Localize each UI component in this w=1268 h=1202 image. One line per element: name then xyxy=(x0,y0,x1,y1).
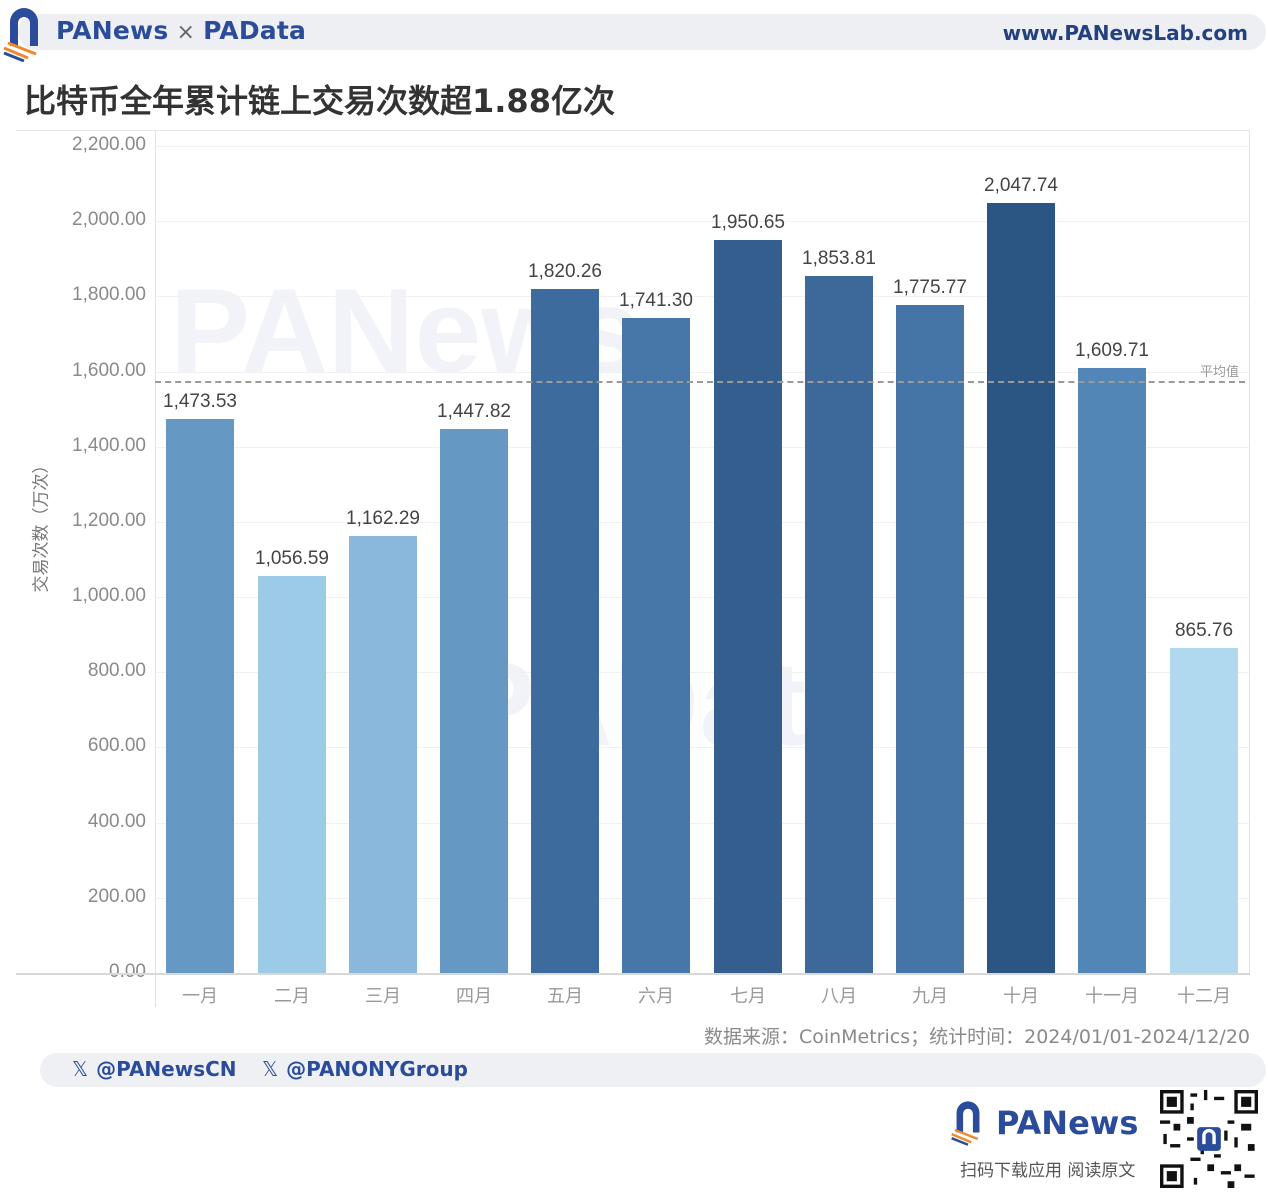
gridline xyxy=(156,597,1249,599)
bar-value-label: 1,950.65 xyxy=(711,211,785,233)
x-tick-label: 五月 xyxy=(547,986,583,1007)
y-tick-label: 2,000.00 xyxy=(72,209,146,231)
bar-value-label: 865.76 xyxy=(1174,619,1234,641)
data-source-note: 数据来源：CoinMetrics；统计时间：2024/01/01-2024/12… xyxy=(703,1026,1250,1048)
site-url[interactable]: www.PANewsLab.com xyxy=(1002,21,1248,45)
chart-title: 比特币全年累计链上交易次数超1.88亿次 xyxy=(24,82,615,120)
brand-panews: PANews xyxy=(56,16,169,45)
brand-title: PANews × PAData xyxy=(56,16,306,45)
bar-8[interactable] xyxy=(805,276,873,973)
y-tick-label: 0.00 xyxy=(109,961,146,982)
x-axis-origin-tick xyxy=(155,975,156,1007)
panews-logo-icon xyxy=(3,8,38,62)
brand-padata: PAData xyxy=(203,16,307,45)
gridline xyxy=(156,822,1249,824)
bar-5[interactable] xyxy=(531,288,599,973)
x-tick-label: 四月 xyxy=(456,986,492,1007)
y-tick-label: 1,000.00 xyxy=(72,585,146,607)
gridline xyxy=(156,146,1249,147)
bar-value-label: 1,056.59 xyxy=(255,547,329,569)
footer-tagline: 扫码下载应用 阅读原文 xyxy=(960,1161,1136,1181)
bar-7[interactable] xyxy=(714,239,782,973)
bar-11[interactable] xyxy=(1078,367,1146,973)
bar-value-label: 2,047.74 xyxy=(984,175,1058,197)
gridline xyxy=(156,446,1249,448)
x-tick-label: 十一月 xyxy=(1085,986,1139,1007)
x-tick-label: 九月 xyxy=(912,986,948,1007)
bar-value-label: 1,162.29 xyxy=(346,508,420,530)
y-tick-label: 2,200.00 xyxy=(72,134,146,155)
y-tick-label: 800.00 xyxy=(87,660,146,682)
header-bar xyxy=(18,14,1266,50)
x-tick-label: 六月 xyxy=(638,986,674,1007)
x-tick-label: 十二月 xyxy=(1177,986,1231,1007)
x-icon: 𝕏 xyxy=(262,1057,279,1081)
x-icon: 𝕏 xyxy=(72,1057,89,1081)
x-tick-label: 三月 xyxy=(365,986,401,1007)
bar-9[interactable] xyxy=(896,305,964,973)
gridline xyxy=(156,296,1249,298)
social-link-panewscn[interactable]: 𝕏 @PANewsCN xyxy=(72,1057,237,1081)
bar-value-label: 1,853.81 xyxy=(802,248,876,270)
gridline xyxy=(156,371,1249,373)
x-tick-label: 八月 xyxy=(821,986,857,1007)
y-tick-label: 1,800.00 xyxy=(72,284,146,306)
footer-brand: PANews xyxy=(996,1104,1139,1142)
gridline xyxy=(156,747,1249,749)
chart-top-border xyxy=(16,130,1250,131)
brand-separator: × xyxy=(176,20,196,45)
qr-code-icon[interactable] xyxy=(1160,1090,1258,1188)
bar-3[interactable] xyxy=(349,536,417,973)
bar-2[interactable] xyxy=(258,575,326,973)
y-tick-label: 200.00 xyxy=(87,885,146,907)
x-tick-label: 七月 xyxy=(730,986,766,1007)
y-tick-label: 1,400.00 xyxy=(72,434,146,456)
gridline xyxy=(156,672,1249,674)
bar-10[interactable] xyxy=(987,203,1055,973)
y-tick-label: 400.00 xyxy=(87,810,146,832)
panews-logo-icon xyxy=(951,1101,980,1146)
y-axis-label: 交易次数（万次） xyxy=(31,456,52,593)
bar-value-label: 1,741.30 xyxy=(619,290,693,312)
gridline xyxy=(156,221,1249,223)
y-tick-label: 600.00 xyxy=(87,735,146,757)
x-tick-label: 一月 xyxy=(182,986,218,1007)
social-bar xyxy=(40,1053,1266,1087)
bar-12[interactable] xyxy=(1170,647,1238,973)
average-reference-line xyxy=(155,381,1245,383)
x-tick-label: 十月 xyxy=(1003,986,1039,1007)
gridline xyxy=(156,897,1249,899)
social-handle: @PANewsCN xyxy=(96,1057,237,1081)
bar-value-label: 1,473.53 xyxy=(163,391,237,413)
bar-1[interactable] xyxy=(166,419,234,973)
social-handle: @PANONYGroup xyxy=(286,1057,468,1081)
bar-value-label: 1,609.71 xyxy=(1075,339,1149,361)
bar-6[interactable] xyxy=(622,318,690,973)
bar-value-label: 1,820.26 xyxy=(528,260,602,282)
bar-value-label: 1,775.77 xyxy=(893,277,967,299)
social-link-panonygroup[interactable]: 𝕏 @PANONYGroup xyxy=(262,1057,468,1081)
x-axis xyxy=(16,973,1250,975)
y-tick-label: 1,600.00 xyxy=(72,359,146,381)
x-tick-label: 二月 xyxy=(274,986,310,1007)
bar-4[interactable] xyxy=(440,428,508,973)
average-line-label: 平均值 xyxy=(1200,365,1240,380)
gridline xyxy=(156,521,1249,523)
bar-value-label: 1,447.82 xyxy=(437,400,511,422)
y-tick-label: 1,200.00 xyxy=(72,509,146,531)
